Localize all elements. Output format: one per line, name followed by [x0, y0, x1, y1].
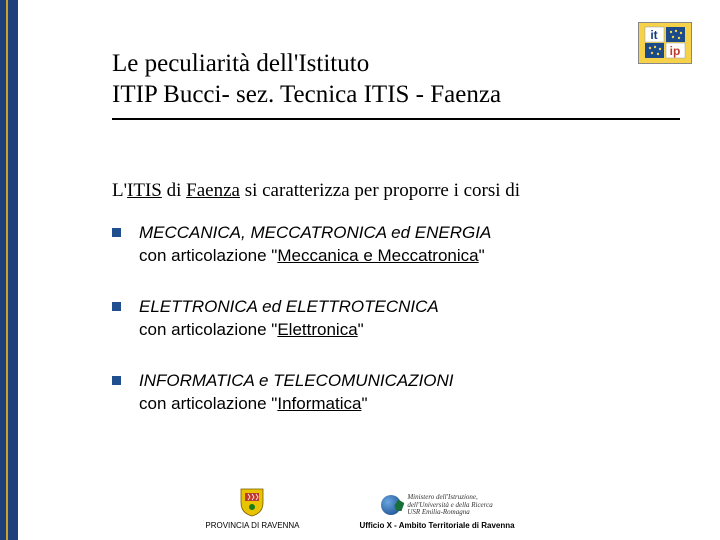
footer: PROVINCIA DI RAVENNA Ministero dell'Istr…: [0, 487, 720, 530]
footer-right: Ministero dell'Istruzione, dell'Universi…: [359, 494, 514, 530]
bullet-sub-underline: Meccanica e Meccatronica: [277, 246, 478, 265]
bullet-square-icon: [112, 376, 121, 385]
bullet-sub-pre: con articolazione ": [139, 246, 277, 265]
bullet-sub-pre: con articolazione ": [139, 394, 277, 413]
bullet-square-icon: [112, 228, 121, 237]
bullet-title: INFORMATICA e TELECOMUNICAZIONI: [139, 371, 454, 390]
bullet-sub-underline: Elettronica: [277, 320, 357, 339]
list-item: ELETTRONICA ed ELETTROTECNICA con artico…: [112, 296, 640, 342]
list-item: MECCANICA, MECCATRONICA ed ENERGIA con a…: [112, 222, 640, 268]
bullet-sub-post: ": [358, 320, 364, 339]
logo-it-text: it: [650, 28, 657, 42]
sidebar-accent-line: [6, 0, 8, 540]
bullet-sub-underline: Informatica: [277, 394, 361, 413]
itip-logo: it ip: [638, 22, 692, 64]
title-underline: [112, 118, 680, 120]
bullet-text: MECCANICA, MECCATRONICA ed ENERGIA con a…: [139, 222, 491, 268]
ufficio-label: Ufficio X - Ambito Territoriale di Raven…: [359, 521, 514, 530]
bullet-list: MECCANICA, MECCATRONICA ed ENERGIA con a…: [112, 222, 640, 444]
footer-left: PROVINCIA DI RAVENNA: [205, 487, 299, 530]
left-sidebar: [0, 0, 18, 540]
intro-text: L'ITIS di Faenza si caratterizza per pro…: [112, 180, 660, 202]
logo-ip-text: ip: [670, 44, 681, 58]
bullet-sub-pre: con articolazione ": [139, 320, 277, 339]
ministry-globe-icon: [381, 495, 401, 515]
bullet-title: MECCANICA, MECCATRONICA ed ENERGIA: [139, 223, 491, 242]
bullet-sub-post: ": [479, 246, 485, 265]
intro-itis: ITIS: [127, 180, 162, 201]
ministry-line3: USR Emilia-Romagna: [407, 508, 469, 516]
intro-suffix: si caratterizza per proporre i corsi di: [240, 180, 520, 201]
bullet-title: ELETTRONICA ed ELETTROTECNICA: [139, 297, 439, 316]
province-shield-icon: [239, 487, 265, 517]
bullet-sub-post: ": [361, 394, 367, 413]
intro-mid: di: [162, 180, 186, 201]
bullet-text: INFORMATICA e TELECOMUNICAZIONI con arti…: [139, 370, 454, 416]
slide-title: Le peculiarità dell'Istituto ITIP Bucci-…: [112, 48, 620, 111]
list-item: INFORMATICA e TELECOMUNICAZIONI con arti…: [112, 370, 640, 416]
bullet-text: ELETTRONICA ed ELETTROTECNICA con artico…: [139, 296, 439, 342]
bullet-square-icon: [112, 302, 121, 311]
title-line-1: Le peculiarità dell'Istituto: [112, 50, 369, 77]
province-label: PROVINCIA DI RAVENNA: [205, 521, 299, 530]
intro-faenza: Faenza: [186, 180, 240, 201]
title-line-2: ITIP Bucci- sez. Tecnica ITIS - Faenza: [112, 81, 501, 108]
ministry-text: Ministero dell'Istruzione, dell'Universi…: [407, 494, 492, 517]
ministry-logo: Ministero dell'Istruzione, dell'Universi…: [381, 494, 492, 517]
intro-prefix: L': [112, 180, 127, 201]
